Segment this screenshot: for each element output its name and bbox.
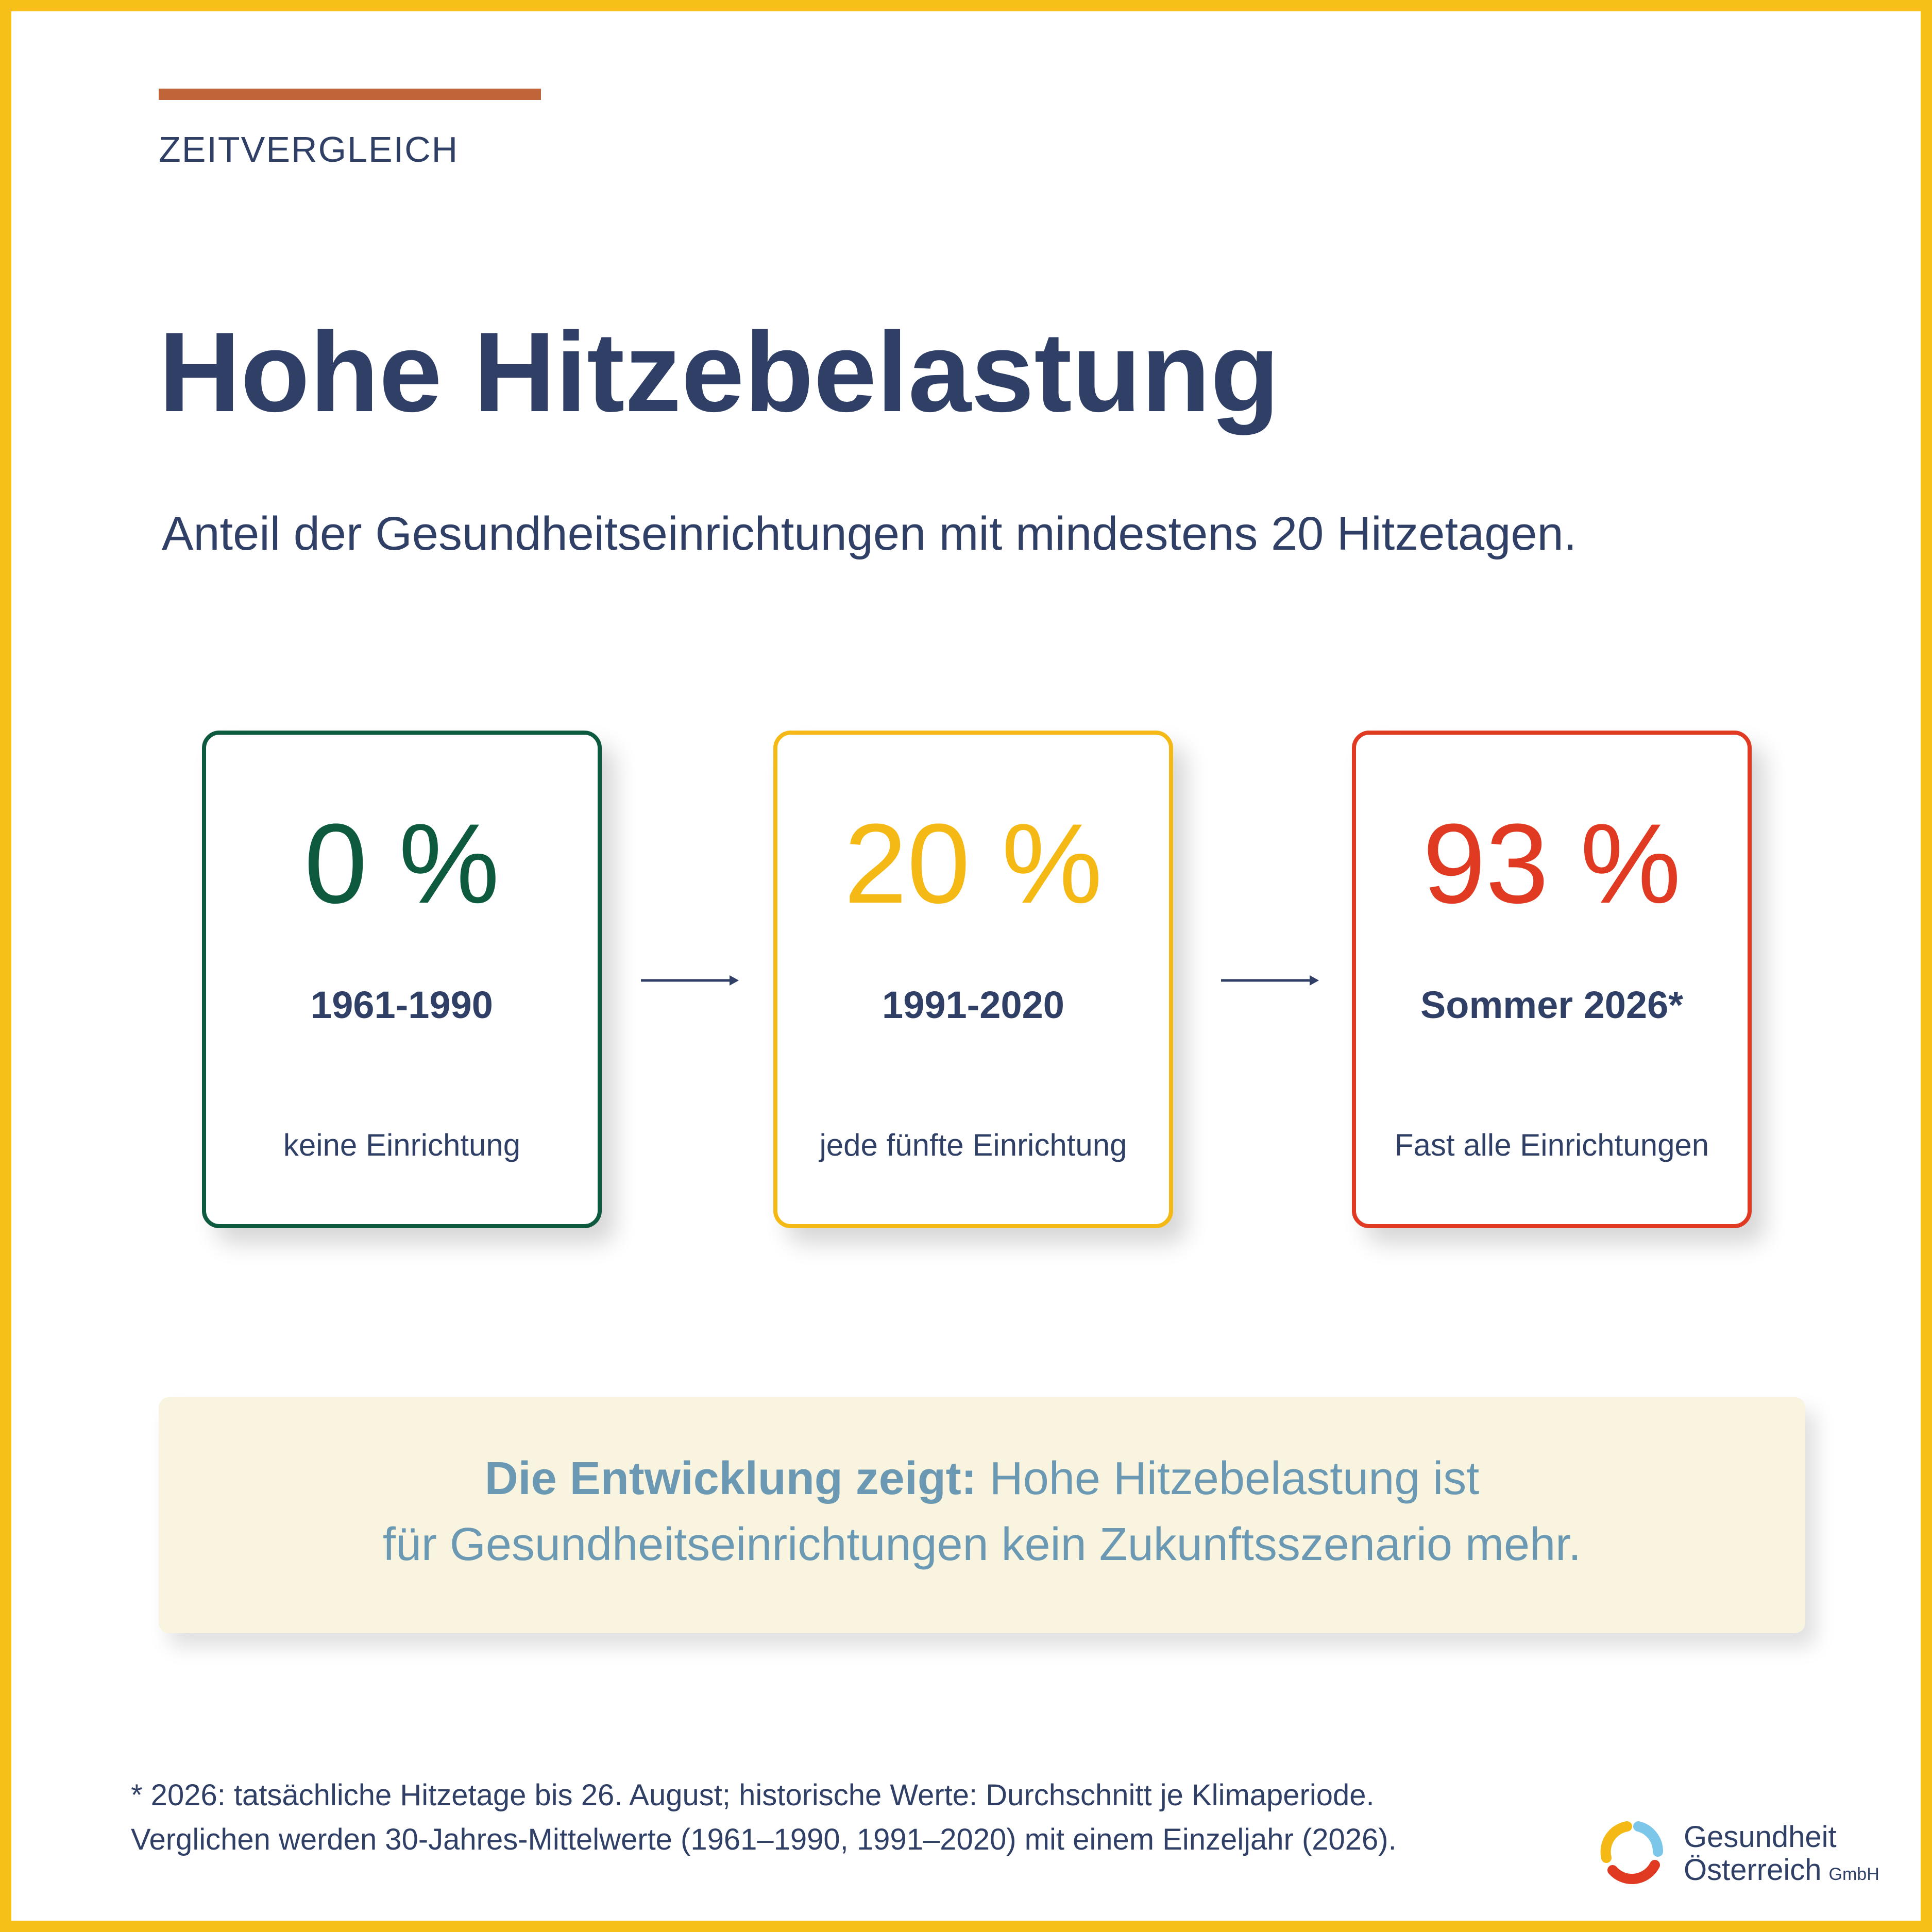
arrow-right-icon	[641, 972, 739, 989]
accent-rule	[159, 89, 541, 100]
footnote-line-2: Verglichen werden 30-Jahres-Mittelwerte …	[131, 1823, 1397, 1856]
card-description: jede fünfte Einrichtung	[819, 1128, 1127, 1162]
logo-line-2: Österreich	[1684, 1853, 1822, 1887]
page-subtitle: Anteil der Gesundheitseinrichtungen mit …	[162, 507, 1577, 560]
card-description: Fast alle Einrichtungen	[1394, 1128, 1709, 1162]
card-period: 1961-1990	[311, 984, 493, 1026]
arrow-right-icon	[1221, 972, 1319, 989]
card-1991-2020: 20 % 1991-2020 jede fünfte Einrichtung	[773, 731, 1173, 1228]
card-period: 1991-2020	[882, 984, 1064, 1026]
logo-wordmark: Gesundheit Österreich GmbH	[1684, 1821, 1879, 1891]
card-value: 20 %	[844, 800, 1103, 927]
logo-line-1: Gesundheit	[1684, 1820, 1837, 1854]
card-description: keine Einrichtung	[283, 1128, 521, 1162]
card-value: 93 %	[1422, 800, 1681, 927]
conclusion-callout: Die Entwicklung zeigt: Hohe Hitzebelastu…	[159, 1397, 1805, 1633]
page-title: Hohe Hitzebelastung	[159, 309, 1280, 435]
callout-text-line2: für Gesundheitseinrichtungen kein Zukunf…	[382, 1519, 1582, 1570]
footnote-line-1: * 2026: tatsächliche Hitzetage bis 26. A…	[131, 1778, 1375, 1812]
card-value: 0 %	[304, 800, 500, 927]
callout-lead: Die Entwicklung zeigt:	[484, 1453, 977, 1504]
card-1961-1990: 0 % 1961-1990 keine Einrichtung	[202, 731, 602, 1228]
section-label: ZEITVERGLEICH	[159, 129, 459, 170]
callout-text-line1: Hohe Hitzebelastung ist	[976, 1453, 1480, 1504]
card-sommer-2026: 93 % Sommer 2026* Fast alle Einrichtunge…	[1352, 731, 1752, 1228]
logo-suffix: GmbH	[1828, 1865, 1879, 1884]
card-period: Sommer 2026*	[1420, 984, 1684, 1026]
footnote: * 2026: tatsächliche Hitzetage bis 26. A…	[131, 1773, 1397, 1862]
ring-logo-icon	[1596, 1816, 1668, 1888]
